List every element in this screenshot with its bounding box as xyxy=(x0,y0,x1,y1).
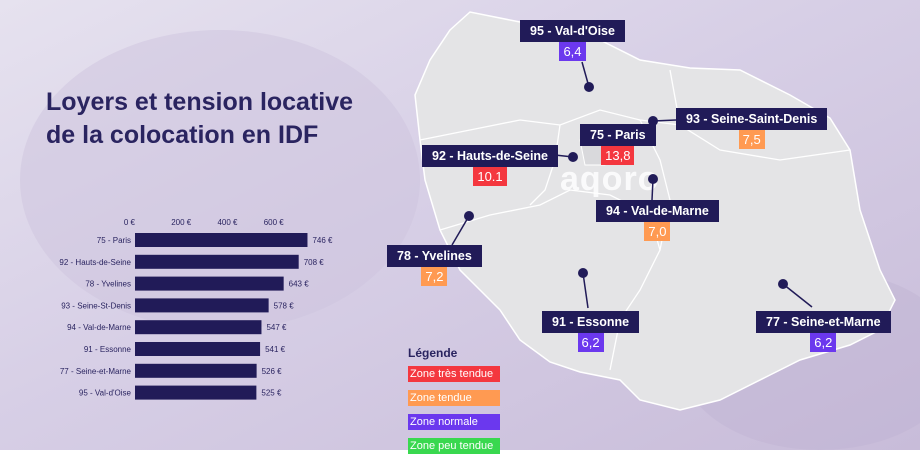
category-label: 93 - Seine-St-Denis xyxy=(61,301,131,310)
badge-value: 7,5 xyxy=(738,130,765,149)
badge-yvelines: 78 - Yvelines 7,2 xyxy=(387,245,482,286)
category-label: 78 - Yvelines xyxy=(85,280,131,289)
badge-hauts-de-seine: 92 - Hauts-de-Seine 10.1 xyxy=(422,145,559,186)
badge-name: 75 - Paris xyxy=(580,124,656,146)
badge-paris: 75 - Paris 13,8 xyxy=(580,124,656,165)
bar xyxy=(135,254,299,269)
category-label: 92 - Hauts-de-Seine xyxy=(59,258,131,267)
page-title: Loyers et tension locative de la colocat… xyxy=(46,86,353,152)
badge-name: 92 - Hauts-de-Seine xyxy=(422,145,559,167)
rent-bar-chart: 0 € 200 € 400 € 600 € 75 - Paris 746 € 92 - Ha… xyxy=(59,218,333,400)
badge-val-de-marne: 94 - Val-de-Marne 7,0 xyxy=(596,200,719,241)
value-label: 708 € xyxy=(304,258,325,267)
x-tick-label: 200 € xyxy=(171,218,192,227)
category-label: 91 - Essonne xyxy=(84,345,132,354)
badge-name: 77 - Seine-et-Marne xyxy=(756,311,891,333)
x-tick-label: 600 € xyxy=(264,218,285,227)
badge-seine-saint-denis: 93 - Seine-Saint-Denis 7,5 xyxy=(676,108,828,149)
category-label: 75 - Paris xyxy=(97,236,131,245)
x-tick-label: 400 € xyxy=(217,218,238,227)
bar xyxy=(135,320,262,335)
pin-92 xyxy=(568,152,578,162)
badge-value: 10.1 xyxy=(473,167,507,186)
bar xyxy=(135,342,261,356)
value-label: 578 € xyxy=(274,301,295,310)
badge-name: 95 - Val-d'Oise xyxy=(520,20,625,42)
category-label: 77 - Seine-et-Marne xyxy=(60,367,132,376)
badge-val-d-oise: 95 - Val-d'Oise 6,4 xyxy=(520,20,625,61)
pin-91 xyxy=(578,268,588,278)
badge-essonne: 91 - Essonne 6,2 xyxy=(542,311,640,352)
category-label: 95 - Val-d'Oise xyxy=(79,389,132,398)
bar xyxy=(135,298,269,313)
badge-value: 6,4 xyxy=(559,42,586,61)
legend-title: Légende xyxy=(408,346,458,360)
value-label: 525 € xyxy=(261,389,282,398)
map-legend: Légende Zone très tendue Zone tendue Zon… xyxy=(408,346,500,462)
badge-value: 13,8 xyxy=(601,146,635,165)
badge-name: 94 - Val-de-Marne xyxy=(596,200,719,222)
title-line-2: de la colocation en IDF xyxy=(46,121,319,149)
pin-77 xyxy=(778,279,788,289)
value-label: 746 € xyxy=(312,236,333,245)
badge-value: 6,2 xyxy=(577,333,604,352)
badge-value: 7,0 xyxy=(644,222,671,241)
badge-seine-et-marne: 77 - Seine-et-Marne 6,2 xyxy=(756,311,891,352)
value-label: 547 € xyxy=(266,323,287,332)
legend-item-tendue: Zone tendue xyxy=(408,390,500,406)
legend-item-normale: Zone normale xyxy=(408,414,500,430)
legend-item-tres-tendue: Zone très tendue xyxy=(408,366,500,382)
legend-item-peu-tendue: Zone peu tendue xyxy=(408,438,500,454)
badge-value: 6,2 xyxy=(810,333,837,352)
category-label: 94 - Val-de-Marne xyxy=(67,323,131,332)
pin-95 xyxy=(584,82,594,92)
badge-name: 78 - Yvelines xyxy=(387,245,482,267)
badge-value: 7,2 xyxy=(421,267,448,286)
bar xyxy=(135,233,308,247)
bar xyxy=(135,363,257,378)
x-tick-label: 0 € xyxy=(124,218,136,227)
bar xyxy=(135,385,257,400)
value-label: 541 € xyxy=(265,345,286,354)
value-label: 643 € xyxy=(289,280,310,289)
badge-name: 93 - Seine-Saint-Denis xyxy=(676,108,828,130)
badge-name: 91 - Essonne xyxy=(542,311,640,333)
pin-78 xyxy=(464,211,474,221)
brand-logo: aqoro xyxy=(560,160,660,198)
bar xyxy=(135,276,284,291)
pin-94 xyxy=(648,174,658,184)
value-label: 526 € xyxy=(262,367,283,376)
title-line-1: Loyers et tension locative xyxy=(46,88,354,116)
